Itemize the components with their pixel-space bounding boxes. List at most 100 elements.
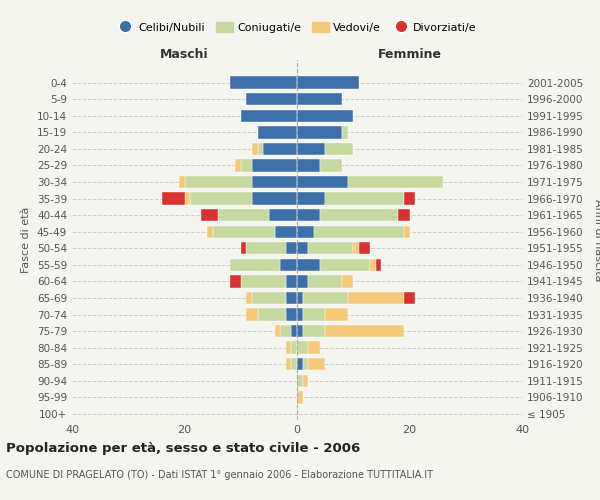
Bar [297,226,314,238]
Bar [247,93,297,106]
Bar [252,176,297,188]
Bar [297,76,359,89]
Bar [297,308,302,321]
Bar [297,142,325,155]
Text: Femmine: Femmine [377,48,442,61]
Bar [297,358,302,370]
Bar [286,242,297,254]
Y-axis label: Fasce di età: Fasce di età [22,207,31,273]
Bar [247,242,286,254]
Bar [286,342,292,354]
Bar [297,325,302,338]
Bar [302,292,347,304]
Bar [185,176,252,188]
Bar [292,325,297,338]
Bar [302,374,308,387]
Bar [302,358,308,370]
Bar [297,292,302,304]
Text: Popolazione per età, sesso e stato civile - 2006: Popolazione per età, sesso e stato civil… [6,442,360,455]
Bar [202,209,218,222]
Bar [241,275,286,287]
Bar [229,275,241,287]
Bar [347,292,404,304]
Bar [353,242,359,254]
Bar [229,258,280,271]
Bar [162,192,185,205]
Y-axis label: Anni di nascita: Anni di nascita [593,198,600,281]
Bar [247,292,252,304]
Bar [292,358,297,370]
Bar [297,391,302,404]
Bar [252,192,297,205]
Bar [297,176,347,188]
Bar [314,226,404,238]
Bar [252,292,286,304]
Bar [247,308,257,321]
Bar [376,258,382,271]
Bar [257,308,286,321]
Bar [263,142,297,155]
Bar [325,192,404,205]
Text: Maschi: Maschi [160,48,209,61]
Bar [252,159,297,172]
Bar [398,209,409,222]
Bar [342,126,347,138]
Bar [297,275,308,287]
Bar [297,209,320,222]
Bar [286,275,297,287]
Bar [297,126,342,138]
Bar [302,308,325,321]
Bar [320,258,370,271]
Bar [297,242,308,254]
Bar [370,258,376,271]
Bar [179,176,185,188]
Bar [286,358,292,370]
Bar [297,374,302,387]
Bar [286,308,297,321]
Bar [359,242,370,254]
Bar [320,159,342,172]
Bar [404,192,415,205]
Bar [207,226,212,238]
Bar [297,93,342,106]
Bar [185,192,190,205]
Bar [297,159,320,172]
Bar [308,358,325,370]
Bar [212,226,275,238]
Bar [404,292,415,304]
Bar [269,209,297,222]
Bar [297,258,320,271]
Bar [302,325,325,338]
Bar [218,209,269,222]
Bar [229,76,297,89]
Bar [257,126,297,138]
Bar [404,226,409,238]
Bar [308,242,353,254]
Text: COMUNE DI PRAGELATO (TO) - Dati ISTAT 1° gennaio 2006 - Elaborazione TUTTITALIA.: COMUNE DI PRAGELATO (TO) - Dati ISTAT 1°… [6,470,433,480]
Bar [241,242,247,254]
Bar [280,258,297,271]
Bar [235,159,241,172]
Bar [286,292,297,304]
Bar [297,192,325,205]
Bar [308,275,342,287]
Bar [325,308,347,321]
Bar [325,142,353,155]
Bar [297,342,308,354]
Bar [241,110,297,122]
Bar [320,209,398,222]
Bar [280,325,292,338]
Bar [257,142,263,155]
Bar [325,325,404,338]
Bar [275,325,280,338]
Bar [292,342,297,354]
Legend: Celibi/Nubili, Coniugati/e, Vedovi/e, Divorziati/e: Celibi/Nubili, Coniugati/e, Vedovi/e, Di… [114,19,480,36]
Bar [347,176,443,188]
Bar [342,275,353,287]
Bar [190,192,252,205]
Bar [297,110,353,122]
Bar [275,226,297,238]
Bar [308,342,320,354]
Bar [252,142,257,155]
Bar [241,159,252,172]
